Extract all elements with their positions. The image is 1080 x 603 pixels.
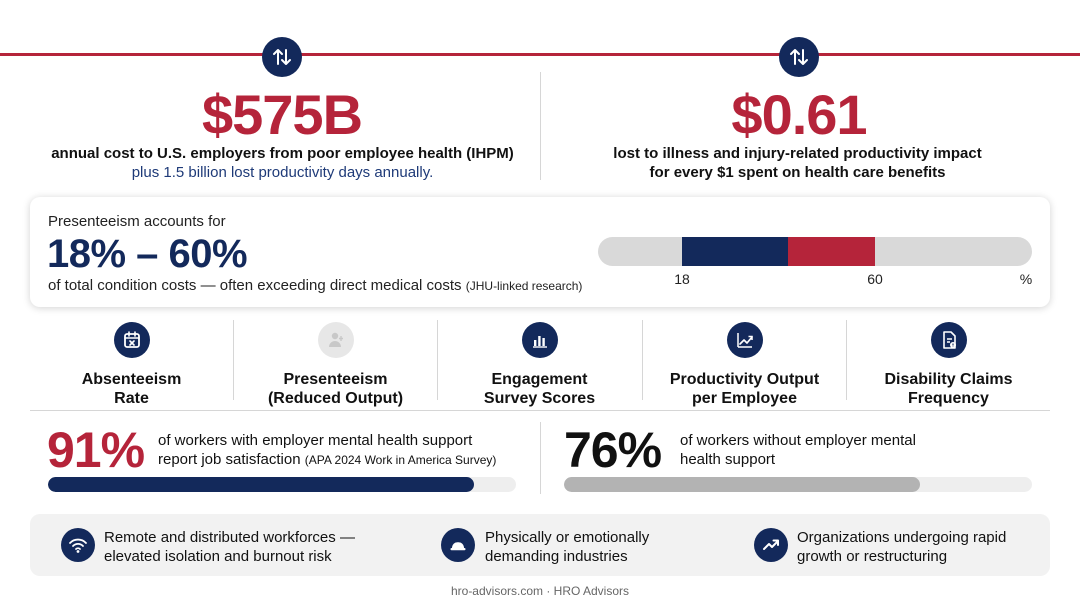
stat-cost-value: $575B <box>201 83 363 146</box>
stat-ratio-line2: for every $1 spent on health care benefi… <box>649 164 946 181</box>
stat-ratio-value: $0.61 <box>731 83 867 146</box>
metric-disability-claims: Disability Claims Frequency <box>847 322 1050 408</box>
person-muted-icon <box>317 322 354 358</box>
metric-label-line1: Productivity Output <box>669 371 820 388</box>
footer-credit: hro-advisors.com · HRO Advisors <box>450 584 630 598</box>
metric-label-line1: Disability Claims <box>884 371 1013 388</box>
metric-engagement: Engagement Survey Scores <box>438 322 641 408</box>
swap-arrows-icon <box>262 37 302 77</box>
risk-text-line2: demanding industries <box>485 548 628 565</box>
range-low-label: 18 <box>674 271 690 287</box>
presenteeism-desc-text: of total condition costs — often exceedi… <box>48 277 462 294</box>
claims-document-icon <box>930 322 967 358</box>
range-high-label: 60 <box>867 271 883 287</box>
metric-divider <box>846 320 847 400</box>
metric-label-line2: Frequency <box>908 390 989 407</box>
trending-up-icon <box>754 528 788 562</box>
risk-item-demanding-industries: Physically or emotionally demanding indu… <box>485 528 649 566</box>
metric-label-line2: Survey Scores <box>483 390 596 407</box>
no-support-pct-value: 76% <box>564 422 662 478</box>
metric-label-line1: Presenteeism <box>283 371 388 388</box>
support-pct-text: of workers with employer mental health s… <box>158 431 496 470</box>
risk-item-rapid-growth: Organizations undergoing rapid growth or… <box>797 528 1006 566</box>
metric-label-line2: (Reduced Output) <box>267 390 404 407</box>
metric-productivity: Productivity Output per Employee <box>643 322 846 408</box>
metric-presenteeism: Presenteeism (Reduced Output) <box>234 322 437 408</box>
range-unit-label: % <box>1019 271 1033 287</box>
support-progress-bar <box>48 477 516 492</box>
support-source: (APA 2024 Work in America Survey) <box>304 453 497 467</box>
range-high-segment <box>788 237 875 266</box>
presenteeism-range: 18% – 60% <box>47 232 248 276</box>
metric-label-line2: Rate <box>114 390 149 407</box>
support-pct-value: 91% <box>47 422 145 478</box>
metric-divider <box>437 320 438 400</box>
no-support-text-line2: health support <box>680 451 776 468</box>
swap-arrows-icon <box>779 37 819 77</box>
presenteeism-description: of total condition costs — often exceedi… <box>48 277 582 294</box>
no-support-progress-fill <box>564 477 920 492</box>
no-support-pct-text: of workers without employer mental healt… <box>680 431 916 469</box>
comparison-divider <box>540 422 541 494</box>
hard-hat-icon <box>441 528 475 562</box>
risk-item-remote: Remote and distributed workforces — elev… <box>104 528 355 566</box>
risk-text-line1: Remote and distributed workforces — <box>104 529 355 546</box>
metric-label-line1: Engagement <box>491 371 588 388</box>
no-support-text-line1: of workers without employer mental <box>680 432 916 449</box>
no-support-progress-bar <box>564 477 1032 492</box>
metric-divider <box>233 320 234 400</box>
section-divider <box>30 410 1050 411</box>
stat-ratio-line1: lost to illness and injury-related produ… <box>613 145 982 162</box>
presenteeism-label: Presenteeism accounts for <box>48 213 226 230</box>
support-text-line2: report job satisfaction <box>158 451 301 468</box>
risk-text-line1: Physically or emotionally <box>485 529 650 546</box>
support-progress-fill <box>48 477 474 492</box>
stats-divider <box>540 72 541 180</box>
support-text-line1: of workers with employer mental health s… <box>158 432 473 449</box>
risk-text-line2: elevated isolation and burnout risk <box>104 548 332 565</box>
stat-cost-line2: plus 1.5 billion lost productivity days … <box>131 164 434 181</box>
risk-text-line1: Organizations undergoing rapid <box>797 529 1007 546</box>
risk-factors-panel <box>30 514 1050 576</box>
risk-text-line2: growth or restructuring <box>797 548 948 565</box>
trend-chart-icon <box>726 322 763 358</box>
metric-divider <box>642 320 643 400</box>
presenteeism-range-bar <box>598 237 1032 266</box>
metric-label-line2: per Employee <box>692 390 797 407</box>
wifi-icon <box>61 528 95 562</box>
presenteeism-source: (JHU-linked research) <box>465 279 583 293</box>
stat-cost-line1: annual cost to U.S. employers from poor … <box>51 145 514 162</box>
top-accent-line <box>0 53 1080 56</box>
bar-chart-icon <box>521 322 558 358</box>
calendar-x-icon <box>113 322 150 358</box>
metric-label-line1: Absenteeism <box>81 371 182 388</box>
range-low-segment <box>682 237 788 266</box>
metric-absenteeism: Absenteeism Rate <box>30 322 233 408</box>
